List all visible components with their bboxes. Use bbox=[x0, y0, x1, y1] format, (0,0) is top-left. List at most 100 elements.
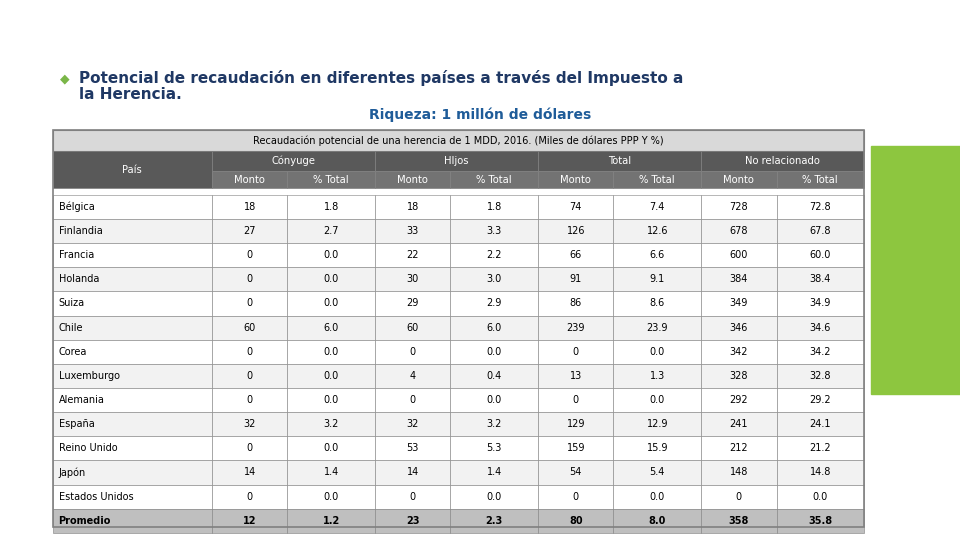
Text: 0.4: 0.4 bbox=[487, 371, 502, 381]
Text: 0: 0 bbox=[247, 395, 252, 405]
Text: 0.0: 0.0 bbox=[812, 491, 828, 502]
Text: 0.0: 0.0 bbox=[487, 395, 502, 405]
Text: 3.2: 3.2 bbox=[324, 419, 339, 429]
Text: 2.3: 2.3 bbox=[486, 516, 503, 526]
Text: 239: 239 bbox=[566, 322, 585, 333]
Text: 8.6: 8.6 bbox=[650, 299, 665, 308]
Text: HIjos: HIjos bbox=[444, 156, 468, 166]
Text: Monto: Monto bbox=[561, 174, 591, 185]
Text: 24.1: 24.1 bbox=[809, 419, 831, 429]
Text: 1.3: 1.3 bbox=[650, 371, 665, 381]
Text: Monto: Monto bbox=[234, 174, 265, 185]
Text: 0: 0 bbox=[410, 395, 416, 405]
Text: 728: 728 bbox=[730, 202, 748, 212]
Text: Monto: Monto bbox=[397, 174, 428, 185]
Text: 8.0: 8.0 bbox=[649, 516, 666, 526]
Text: Japón: Japón bbox=[59, 467, 85, 478]
Text: 0: 0 bbox=[247, 274, 252, 284]
Text: 0.0: 0.0 bbox=[324, 274, 339, 284]
Text: 18: 18 bbox=[244, 202, 255, 212]
Text: 32: 32 bbox=[406, 419, 419, 429]
Text: 66: 66 bbox=[569, 250, 582, 260]
Text: 0: 0 bbox=[247, 250, 252, 260]
Text: 600: 600 bbox=[730, 250, 748, 260]
Text: 72.8: 72.8 bbox=[809, 202, 831, 212]
Text: 0.0: 0.0 bbox=[324, 395, 339, 405]
Text: 60: 60 bbox=[406, 322, 419, 333]
Text: 4: 4 bbox=[410, 371, 416, 381]
Text: 0: 0 bbox=[573, 347, 579, 357]
Text: 1.4: 1.4 bbox=[324, 468, 339, 477]
Text: País: País bbox=[123, 165, 142, 175]
Text: 0.0: 0.0 bbox=[650, 491, 665, 502]
Text: Potencial de recaudación en diferentes países a través del Impuesto a: Potencial de recaudación en diferentes p… bbox=[79, 70, 684, 86]
Text: 241: 241 bbox=[730, 419, 748, 429]
Text: 0: 0 bbox=[410, 491, 416, 502]
Text: 0: 0 bbox=[410, 347, 416, 357]
Text: 34.2: 34.2 bbox=[809, 347, 831, 357]
Text: 91: 91 bbox=[569, 274, 582, 284]
Text: 342: 342 bbox=[730, 347, 748, 357]
Text: Luxemburgo: Luxemburgo bbox=[59, 371, 120, 381]
Text: 29.2: 29.2 bbox=[809, 395, 831, 405]
Text: 678: 678 bbox=[730, 226, 748, 236]
Text: 0.0: 0.0 bbox=[650, 395, 665, 405]
Text: 358: 358 bbox=[729, 516, 749, 526]
Text: 12.9: 12.9 bbox=[646, 419, 668, 429]
Text: Alemania: Alemania bbox=[59, 395, 105, 405]
Text: 3.3: 3.3 bbox=[487, 226, 502, 236]
Text: ◆: ◆ bbox=[60, 73, 70, 86]
Text: 60: 60 bbox=[244, 322, 255, 333]
Text: 212: 212 bbox=[730, 443, 748, 453]
Text: 23: 23 bbox=[406, 516, 420, 526]
Text: 86: 86 bbox=[569, 299, 582, 308]
Text: 1.4: 1.4 bbox=[487, 468, 502, 477]
Text: 2.2: 2.2 bbox=[487, 250, 502, 260]
Text: Francia: Francia bbox=[59, 250, 94, 260]
Text: 33: 33 bbox=[406, 226, 419, 236]
Text: 6.0: 6.0 bbox=[324, 322, 339, 333]
Text: 126: 126 bbox=[566, 226, 585, 236]
Text: 148: 148 bbox=[730, 468, 748, 477]
Text: 14: 14 bbox=[406, 468, 419, 477]
Text: 34.6: 34.6 bbox=[809, 322, 831, 333]
Text: Corea: Corea bbox=[59, 347, 87, 357]
Text: 5.3: 5.3 bbox=[487, 443, 502, 453]
Text: 0: 0 bbox=[247, 371, 252, 381]
Text: 30: 30 bbox=[406, 274, 419, 284]
Text: 0: 0 bbox=[247, 491, 252, 502]
Text: 15.9: 15.9 bbox=[646, 443, 668, 453]
Text: 0: 0 bbox=[247, 347, 252, 357]
Text: 292: 292 bbox=[730, 395, 748, 405]
Text: 2.9: 2.9 bbox=[487, 299, 502, 308]
Text: Holanda: Holanda bbox=[59, 274, 99, 284]
Text: 0: 0 bbox=[247, 443, 252, 453]
Text: 21.2: 21.2 bbox=[809, 443, 831, 453]
Text: 38.4: 38.4 bbox=[809, 274, 831, 284]
Text: 1.2: 1.2 bbox=[323, 516, 340, 526]
Text: 0.0: 0.0 bbox=[487, 491, 502, 502]
Text: 129: 129 bbox=[566, 419, 585, 429]
Text: 0.0: 0.0 bbox=[324, 491, 339, 502]
Text: Monto: Monto bbox=[723, 174, 755, 185]
Text: 7.4: 7.4 bbox=[650, 202, 665, 212]
Text: 13: 13 bbox=[569, 371, 582, 381]
Text: 32.8: 32.8 bbox=[809, 371, 831, 381]
Text: % Total: % Total bbox=[803, 174, 838, 185]
Text: % Total: % Total bbox=[476, 174, 512, 185]
Text: 74: 74 bbox=[569, 202, 582, 212]
Text: 6.0: 6.0 bbox=[487, 322, 502, 333]
Text: 159: 159 bbox=[566, 443, 585, 453]
Text: 384: 384 bbox=[730, 274, 748, 284]
Text: 0.0: 0.0 bbox=[650, 347, 665, 357]
Text: 32: 32 bbox=[244, 419, 255, 429]
Text: 80: 80 bbox=[569, 516, 583, 526]
Text: 34.9: 34.9 bbox=[809, 299, 831, 308]
Text: 346: 346 bbox=[730, 322, 748, 333]
Text: 53: 53 bbox=[406, 443, 419, 453]
Text: 328: 328 bbox=[730, 371, 748, 381]
Text: Total: Total bbox=[608, 156, 631, 166]
Text: 1.8: 1.8 bbox=[487, 202, 502, 212]
Text: 0: 0 bbox=[735, 491, 742, 502]
Text: 0: 0 bbox=[247, 299, 252, 308]
